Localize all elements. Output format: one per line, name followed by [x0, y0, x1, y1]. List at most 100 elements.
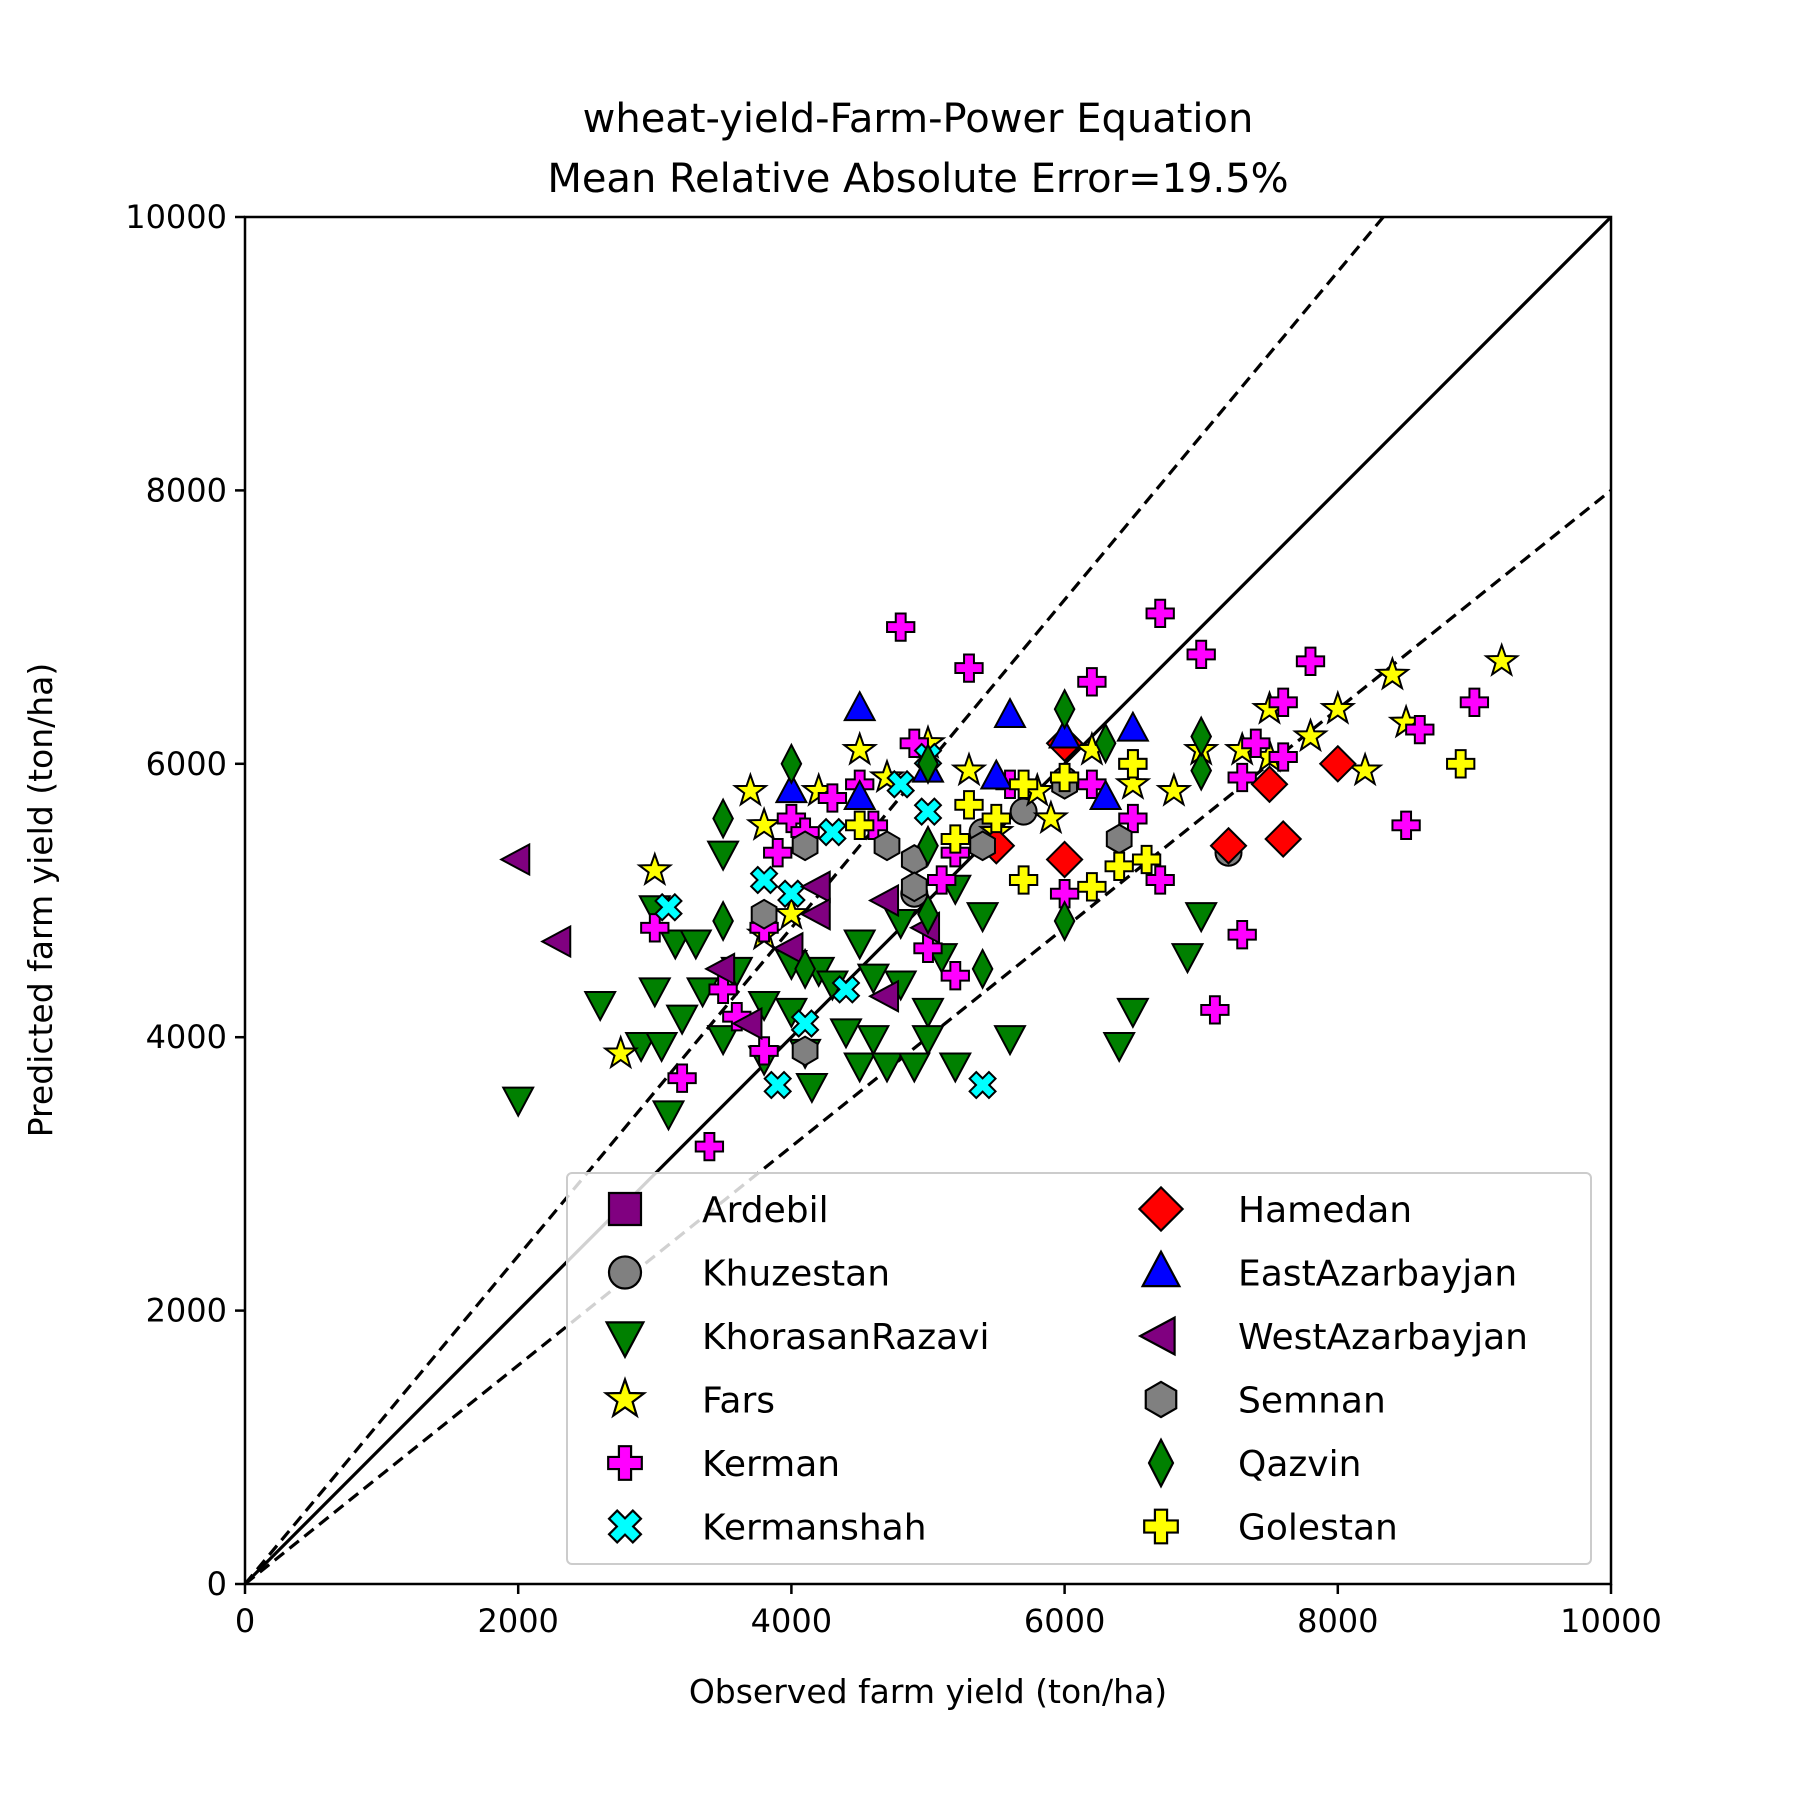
point-golestan [1077, 872, 1107, 902]
point-qazvin [1053, 899, 1076, 943]
legend-marker-semnan [1144, 1380, 1178, 1419]
legend-marker-eastazarbayjan [1140, 1249, 1182, 1288]
point-khorasanrazavi [911, 1025, 945, 1057]
point-fars [602, 1034, 640, 1070]
point-westazarbayjan [867, 883, 900, 918]
legend-label-fars: Fars [702, 1381, 775, 1422]
legend-label-golestan: Golestan [1238, 1508, 1398, 1549]
point-kermanshah [886, 769, 916, 799]
legend-box [566, 1172, 1592, 1565]
point-khorasanrazavi [1116, 997, 1150, 1029]
point-khorasanrazavi [856, 963, 891, 995]
point-qazvin [780, 742, 803, 785]
point-semnan [791, 1035, 819, 1067]
x-tick-label: 2000 [477, 1602, 558, 1640]
point-qazvin [971, 947, 994, 990]
point-kerman [1268, 742, 1298, 772]
point-kerman [940, 961, 970, 991]
legend-label-kerman: Kerman [702, 1444, 840, 1485]
x-tick-label: 8000 [1297, 1602, 1378, 1640]
point-kermanshah [777, 879, 806, 909]
data-points [499, 598, 1521, 1162]
point-qazvin [794, 947, 816, 990]
point-fars [1292, 717, 1329, 753]
x-tick-label: 0 [235, 1602, 255, 1640]
point-kerman [913, 933, 943, 963]
point-semnan [1105, 823, 1133, 855]
point-kermanshah [818, 817, 847, 847]
point-golestan [1008, 769, 1039, 799]
point-kerman [899, 728, 929, 758]
point-semnan [900, 871, 928, 903]
point-kerman [1049, 879, 1080, 909]
point-kerman [817, 783, 848, 813]
point-golestan [1008, 865, 1039, 895]
point-kerman [708, 974, 738, 1005]
y-tick-label: 4000 [146, 1018, 227, 1056]
legend-label-kermanshah: Kermanshah [702, 1508, 927, 1549]
point-westazarbayjan [799, 897, 831, 931]
point-fars [1032, 799, 1070, 835]
legend-label-ardebil: Ardebil [702, 1190, 829, 1231]
point-eastazarbayjan [1047, 717, 1082, 749]
point-westazarbayjan [867, 979, 900, 1013]
point-khorasanrazavi [897, 1052, 931, 1084]
legend-marker-khorasanrazavi [604, 1321, 646, 1360]
point-kerman [927, 865, 957, 895]
point-eastazarbayjan [843, 690, 877, 722]
legend-marker-golestan [1143, 1508, 1179, 1545]
point-kerman [1227, 920, 1257, 950]
point-khorasanrazavi [624, 1031, 658, 1064]
point-fars [1374, 655, 1411, 691]
point-kermanshah [763, 1070, 793, 1100]
point-kermanshah [790, 1009, 820, 1038]
plot-frame [243, 215, 1613, 1586]
point-khorasanrazavi [795, 1072, 829, 1105]
point-hamedan [1264, 820, 1303, 858]
point-khorasanrazavi [583, 990, 617, 1023]
point-khuzestan [1009, 797, 1038, 826]
point-khorasanrazavi [884, 908, 918, 941]
point-khorasanrazavi [501, 1086, 535, 1118]
point-kerman [1186, 639, 1216, 670]
y-tick-label: 0 [207, 1565, 227, 1603]
point-hamedan [1045, 840, 1084, 879]
point-khorasanrazavi [658, 929, 692, 961]
y-tick-label: 2000 [146, 1292, 227, 1330]
point-qazvin [1190, 715, 1213, 758]
point-semnan [873, 830, 901, 862]
point-kermanshah [968, 1070, 997, 1100]
point-kermanshah [913, 797, 943, 826]
point-qazvin [712, 899, 734, 943]
point-semnan [750, 898, 778, 930]
axis-ticks: 0 2000 4000 6000 8000 10000 0 2000 4000 6000 8000 1… [125, 198, 1662, 1640]
point-fars [841, 730, 879, 766]
x-tick-label: 6000 [1024, 1602, 1105, 1640]
point-golestan [981, 803, 1011, 834]
point-hamedan [1250, 765, 1289, 804]
legend-label-hamedan: Hamedan [1238, 1190, 1412, 1231]
point-kerman [667, 1063, 697, 1093]
point-khorasanrazavi [706, 1025, 740, 1057]
legend-marker-qazvin [1147, 1437, 1175, 1489]
legend-label-khuzestan: Khuzestan [702, 1254, 890, 1295]
point-golestan [940, 824, 970, 854]
point-westazarbayjan [799, 870, 831, 904]
point-kerman [1268, 687, 1298, 717]
legend-label-semnan: Semnan [1238, 1381, 1386, 1422]
legend-label-khorasanrazavi: KhorasanRazavi [702, 1317, 990, 1358]
point-kerman [722, 1002, 752, 1032]
point-kermanshah [654, 892, 683, 922]
point-kerman [1295, 646, 1326, 676]
point-golestan [1118, 749, 1148, 779]
point-qazvin [1053, 688, 1076, 731]
legend-label-eastazarbayjan: EastAzarbayjan [1238, 1254, 1517, 1295]
point-khorasanrazavi [651, 1100, 686, 1132]
reference-line-upper-bound [243, 215, 1385, 1586]
point-qazvin [1094, 722, 1117, 765]
chart-subtitle: Mean Relative Absolute Error=19.5% [547, 156, 1288, 202]
point-westazarbayjan [772, 931, 804, 965]
point-westazarbayjan [704, 952, 736, 986]
point-eastazarbayjan [1116, 710, 1150, 742]
point-kerman [1241, 728, 1271, 758]
